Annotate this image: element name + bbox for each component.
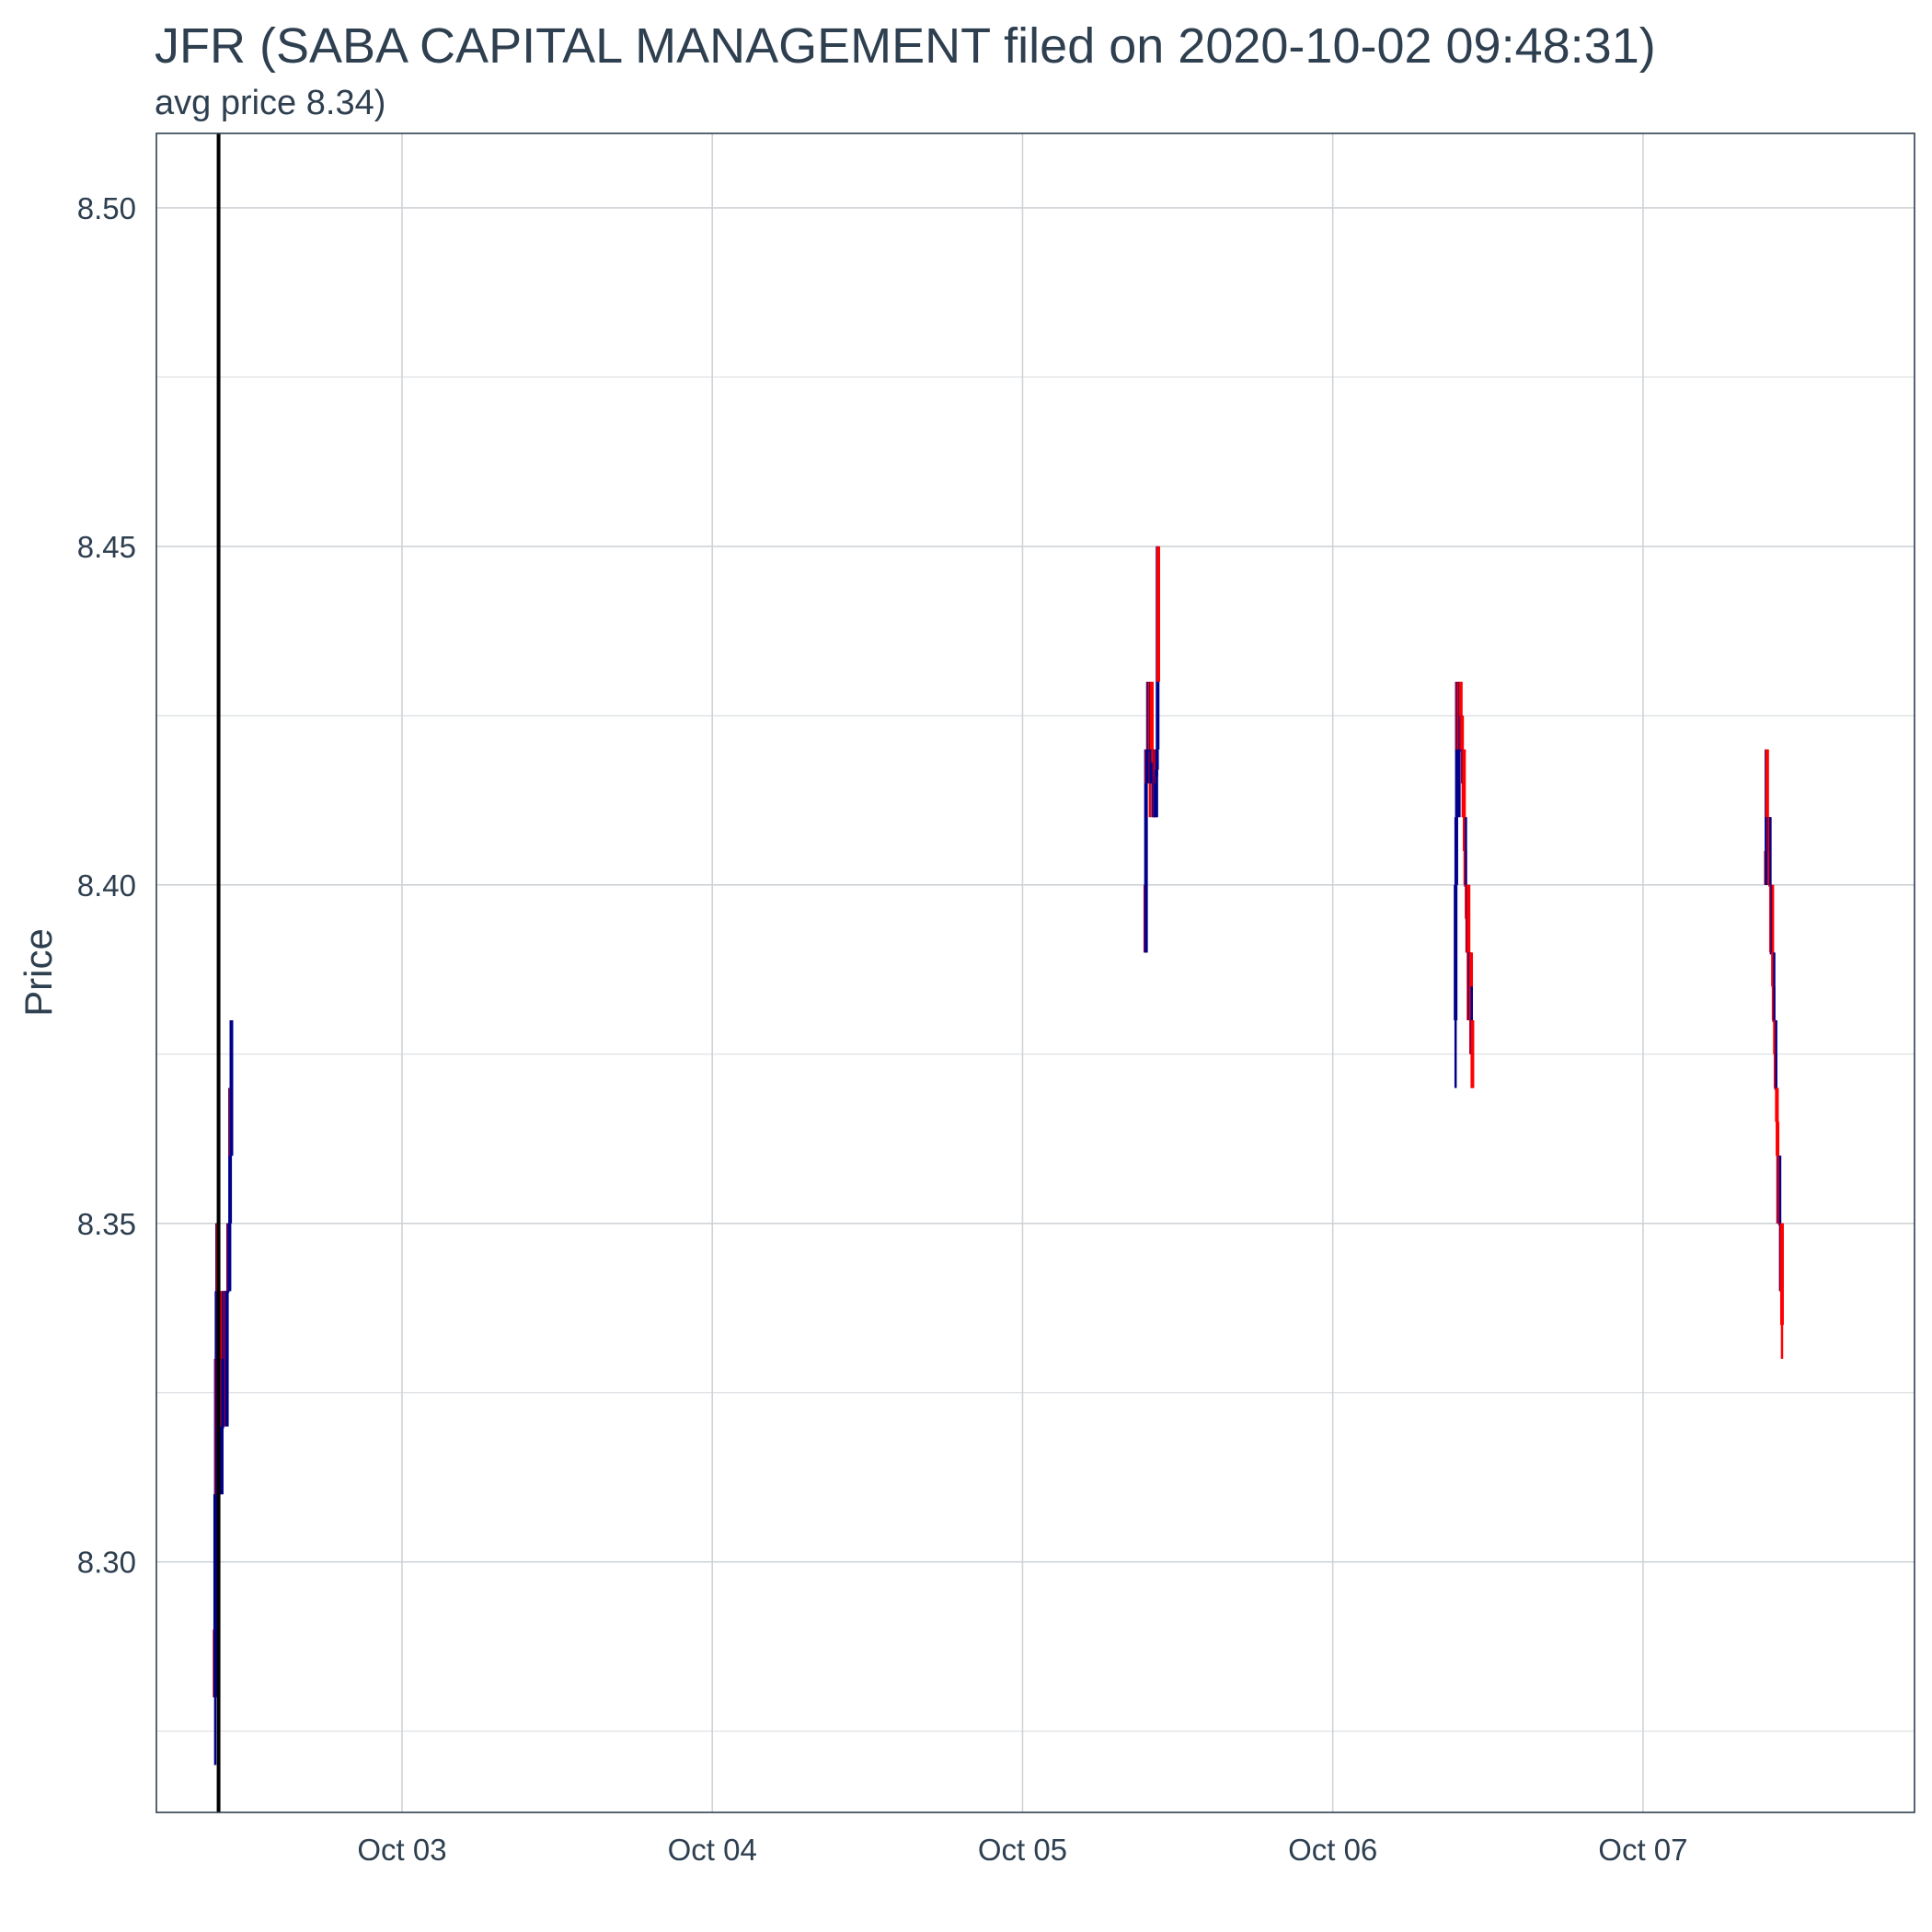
candle — [1149, 682, 1154, 750]
candle — [1470, 1020, 1475, 1088]
plot-frame — [155, 132, 1915, 1813]
candle — [227, 1223, 232, 1292]
candle — [1151, 749, 1156, 764]
x-axis-ticks: Oct 03 Oct 04 Oct 05 Oct 06 Oct 07 — [357, 1833, 1687, 1867]
chart-subtitle: avg price 8.34) — [155, 84, 385, 122]
grid — [156, 133, 1915, 1812]
candle — [229, 1020, 234, 1156]
y-axis-label: Price — [17, 928, 60, 1017]
candle — [1155, 749, 1159, 818]
candle — [225, 1291, 230, 1359]
y-tick-label: 8.50 — [77, 191, 136, 225]
x-tick-label: Oct 05 — [978, 1833, 1067, 1867]
candle — [1776, 1087, 1780, 1156]
x-tick-label: Oct 07 — [1598, 1833, 1687, 1867]
candle — [1460, 715, 1465, 750]
chart-title: JFR (SABA CAPITAL MANAGEMENT filed on 20… — [155, 18, 1656, 74]
candle — [1156, 546, 1160, 683]
candle — [220, 1426, 224, 1495]
y-axis-ticks: 8.30 8.35 8.40 8.45 8.50 — [77, 191, 136, 1580]
candle — [1457, 749, 1462, 818]
candle — [1145, 749, 1150, 784]
candles — [213, 546, 1784, 1765]
candle — [1462, 749, 1466, 818]
y-tick-label: 8.30 — [77, 1546, 136, 1580]
y-tick-label: 8.40 — [77, 868, 136, 903]
x-tick-label: Oct 04 — [668, 1833, 757, 1867]
x-tick-label: Oct 06 — [1288, 1833, 1377, 1867]
y-tick-label: 8.35 — [77, 1207, 136, 1241]
candle — [1454, 884, 1458, 1088]
x-tick-label: Oct 03 — [357, 1833, 446, 1867]
candle — [1765, 749, 1769, 818]
candle — [213, 1494, 217, 1765]
y-tick-label: 8.45 — [77, 530, 136, 564]
candle — [1779, 1223, 1784, 1359]
